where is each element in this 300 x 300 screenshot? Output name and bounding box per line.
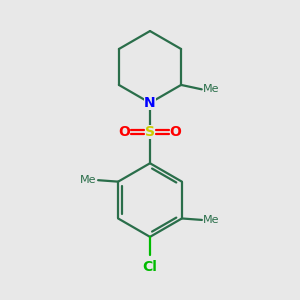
- Text: Cl: Cl: [142, 260, 158, 274]
- Text: Me: Me: [203, 215, 220, 225]
- Text: Me: Me: [80, 175, 97, 185]
- Text: O: O: [170, 125, 182, 139]
- Text: O: O: [118, 125, 130, 139]
- Text: Me: Me: [203, 84, 220, 94]
- Text: N: N: [144, 96, 156, 110]
- Text: S: S: [145, 125, 155, 139]
